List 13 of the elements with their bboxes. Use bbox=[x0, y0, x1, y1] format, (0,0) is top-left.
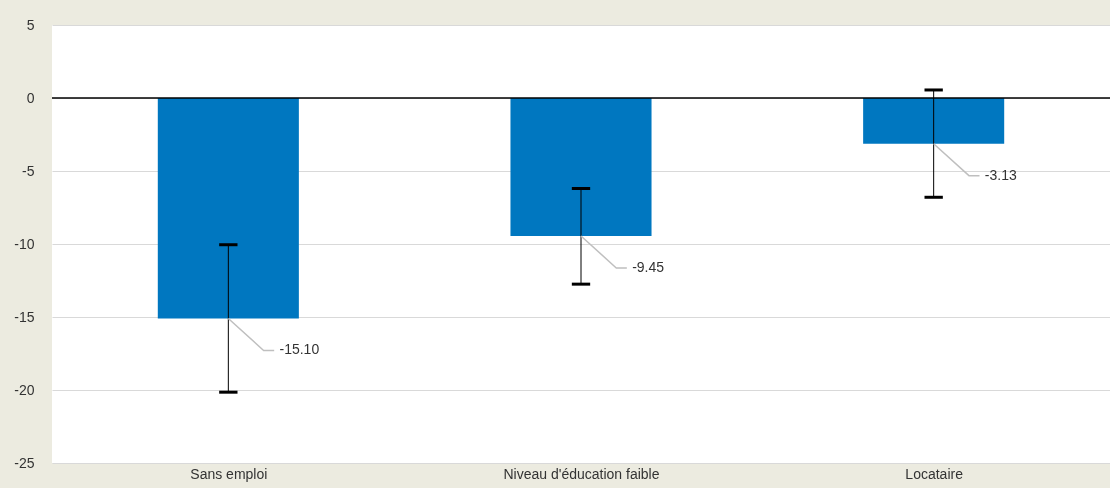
data-label: -15.10 bbox=[279, 341, 320, 358]
x-tick-label: Niveau d'éducation faible bbox=[503, 465, 660, 482]
y-tick-label: 0 bbox=[26, 89, 35, 106]
data-label: -3.13 bbox=[984, 166, 1017, 183]
y-tick-label: -10 bbox=[14, 235, 35, 252]
y-tick-label: -5 bbox=[22, 162, 35, 179]
data-label: -9.45 bbox=[632, 258, 665, 275]
y-tick-label: -25 bbox=[14, 454, 35, 471]
x-tick-label: Sans emploi bbox=[190, 465, 268, 482]
y-tick-label: -20 bbox=[14, 381, 35, 398]
y-tick-label: 5 bbox=[26, 16, 35, 33]
y-tick-label: -15 bbox=[14, 308, 35, 325]
x-tick-label: Locataire bbox=[905, 465, 964, 482]
